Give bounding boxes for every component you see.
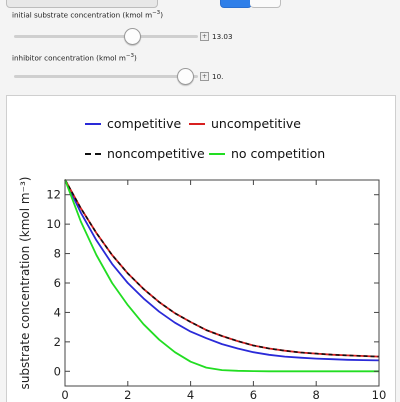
substrate-label-text: initial substrate concentration (kmol m	[12, 10, 153, 20]
legend-label-competitive: competitive	[107, 116, 182, 131]
y-tick-label: 0	[54, 364, 61, 378]
legend-item-uncompetitive: uncompetitive	[189, 116, 301, 131]
substrate-label-exponent: −3	[152, 10, 161, 16]
substrate-value: 13.03	[212, 32, 233, 41]
legend-label-noncompetitive: noncompetitive	[107, 146, 205, 161]
y-axis-label: substrate concentration (kmol m⁻³)	[18, 177, 32, 390]
series-line-uncompetitive	[64, 179, 380, 358]
y-tick-label: 10	[46, 217, 61, 231]
mode-selector-button[interactable]	[6, 0, 158, 8]
inhibitor-slider-thumb[interactable]	[177, 68, 195, 85]
series-line-no-competition	[64, 179, 379, 373]
legend-swatch-noncompetitive	[85, 152, 101, 155]
y-tick-label: 6	[54, 276, 61, 290]
x-tick-label: 4	[187, 388, 194, 402]
legend-swatch-uncompetitive	[189, 122, 205, 125]
series-line-noncompetitive	[64, 179, 380, 358]
legend-item-noncompetitive: noncompetitive	[85, 146, 205, 161]
legend-item-competitive: competitive	[85, 116, 181, 131]
inhibitor-slider-label: inhibitor concentration (kmol m−3)	[12, 53, 137, 62]
substrate-slider-label: initial substrate concentration (kmol m−…	[12, 10, 163, 19]
inhibitor-label-exponent: −3	[125, 53, 134, 59]
inhibitor-expand-icon[interactable]: +	[200, 72, 209, 81]
substrate-expand-icon[interactable]: +	[200, 32, 209, 41]
toggle-option[interactable]	[250, 0, 281, 8]
inhibitor-label-close: )	[133, 53, 137, 63]
y-tick-label: 2	[54, 335, 61, 349]
substrate-slider-thumb[interactable]	[123, 28, 141, 45]
legend-swatch-no-competition	[209, 152, 225, 155]
legend-label-uncompetitive: uncompetitive	[211, 116, 302, 131]
x-tick-label: 0	[61, 388, 68, 402]
legend-item-no-competition: no competition	[209, 146, 325, 161]
x-tick-label: 8	[313, 388, 320, 402]
inhibitor-label-text: inhibitor concentration (kmol m	[12, 53, 126, 63]
x-tick-label: 10	[372, 388, 387, 402]
inhibitor-slider-track[interactable]	[14, 75, 198, 78]
x-tick-label: 6	[250, 388, 257, 402]
legend-swatch-competitive	[85, 122, 101, 125]
series-line-competitive	[64, 179, 380, 362]
y-tick-label: 8	[54, 247, 61, 261]
legend-label-no-competition: no competition	[231, 146, 326, 161]
substrate-label-close: )	[160, 10, 163, 20]
substrate-slider-track[interactable]	[14, 35, 198, 38]
plot-panel: competitive uncompetitive noncompetitive…	[6, 95, 396, 402]
inhibitor-value: 10.	[212, 72, 224, 81]
toggle-option-selected[interactable]	[220, 0, 252, 8]
x-tick-label: 2	[124, 388, 131, 402]
y-tick-label: 4	[54, 305, 61, 319]
y-tick-label: 12	[46, 188, 61, 202]
